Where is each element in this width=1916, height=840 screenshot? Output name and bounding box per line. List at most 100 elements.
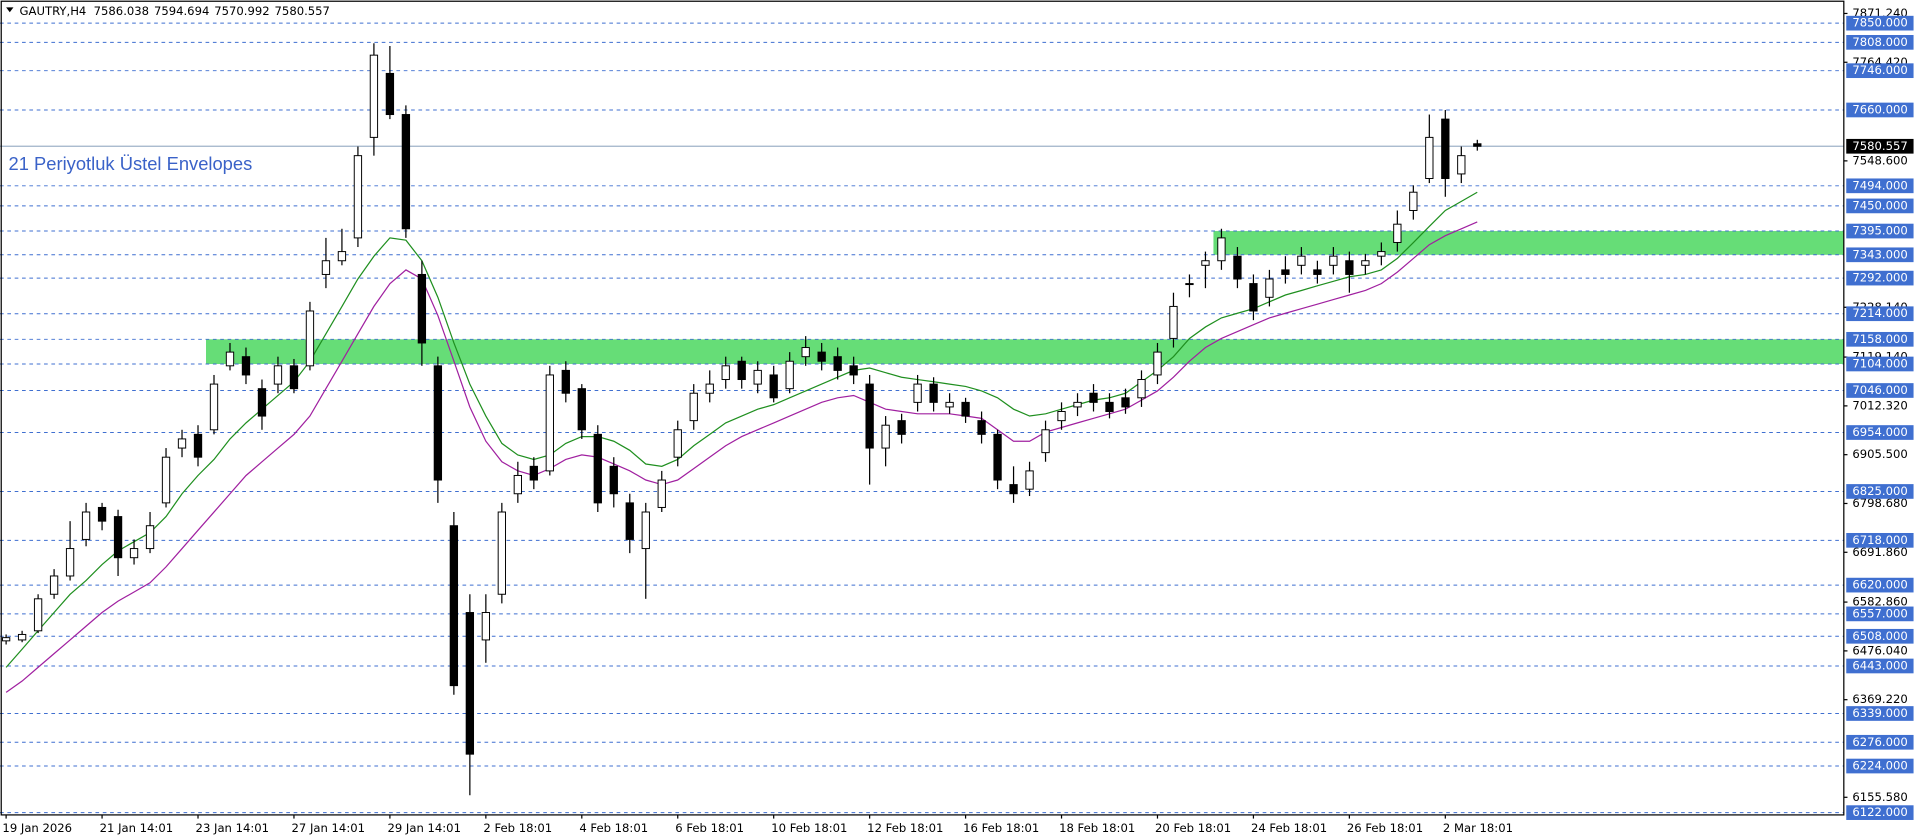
level-label-box — [1846, 805, 1914, 820]
candle-body — [705, 383, 714, 394]
x-tick-label: 21 Jan 14:01 — [100, 821, 174, 835]
candle-body — [1313, 269, 1322, 275]
price-axis: 19 Jan 2026 21 Jan 14:01 23 Jan 14:01 27 Ja… — [2, 6, 1914, 835]
x-tick-label: 6 Feb 18:01 — [675, 821, 744, 835]
level-label: 7395.000 — [1852, 224, 1907, 238]
candle-body — [1361, 260, 1370, 266]
x-tick-label: 2 Feb 18:01 — [483, 821, 552, 835]
level-label-box — [1846, 306, 1914, 322]
level-label: 6276.000 — [1852, 735, 1907, 749]
candle-body — [81, 511, 91, 540]
x-tick-label: 2 Mar 18:01 — [1443, 821, 1513, 835]
open-price: 7586.038 — [94, 4, 149, 18]
level-label: 6557.000 — [1852, 606, 1907, 620]
candle-body — [865, 383, 874, 449]
level-label-box — [1846, 223, 1914, 239]
level-label-box — [1846, 425, 1914, 440]
level-label: 6825.000 — [1852, 484, 1907, 498]
y-tick-label: 6155.580 — [1852, 790, 1907, 804]
candle-body — [145, 525, 155, 550]
level-label-box — [1846, 758, 1914, 774]
level-label-box — [1846, 628, 1914, 644]
candle-body — [801, 347, 810, 358]
level-label: 6339.000 — [1852, 706, 1907, 720]
candle-body — [817, 351, 826, 362]
level-label: 7660.000 — [1852, 102, 1907, 116]
level-label-box — [1846, 35, 1914, 50]
level-label: 7808.000 — [1852, 35, 1907, 49]
candle-body — [497, 511, 507, 595]
level-label: 7292.000 — [1852, 271, 1907, 285]
candle-body — [273, 365, 283, 385]
level-label-box — [1846, 577, 1914, 593]
candle-body — [785, 360, 794, 390]
candle-body — [17, 633, 27, 641]
candle-body — [721, 365, 730, 381]
zone — [1213, 231, 1844, 255]
candle-body — [1201, 260, 1210, 266]
candle-body — [33, 598, 43, 632]
candle-body — [369, 54, 379, 138]
candle-body — [1089, 392, 1098, 403]
x-tick-label: 27 Jan 14:01 — [292, 821, 366, 835]
x-tick-label: 20 Feb 18:01 — [1155, 821, 1231, 835]
candle-body — [433, 365, 443, 481]
zone — [206, 339, 1844, 364]
level-label: 7494.000 — [1852, 178, 1907, 192]
candle-body — [1393, 223, 1402, 243]
candle-body — [465, 612, 475, 755]
level-label: 7158.000 — [1852, 332, 1907, 346]
level-label-box — [1846, 63, 1914, 79]
y-tick-label: 7012.320 — [1852, 398, 1907, 412]
candle-body — [209, 383, 219, 431]
x-tick-label: 23 Jan 14:01 — [196, 821, 270, 835]
candle-body — [1297, 255, 1306, 266]
candle-body — [769, 374, 778, 399]
candle-body — [593, 433, 602, 504]
level-label-box — [1846, 532, 1914, 548]
level-label: 6224.000 — [1852, 759, 1907, 773]
candle-body — [561, 369, 570, 394]
y-tick-label: 7548.600 — [1852, 153, 1907, 167]
level-label-box — [1846, 15, 1914, 31]
candle-body — [481, 612, 491, 641]
y-tick-label: 6905.500 — [1852, 447, 1907, 461]
level-label-box — [1846, 484, 1914, 499]
x-tick-label: 24 Feb 18:01 — [1251, 821, 1327, 835]
candle-body — [241, 356, 251, 376]
level-label: 6620.000 — [1852, 578, 1907, 592]
candle-body — [1073, 401, 1082, 408]
candle-body — [337, 251, 347, 262]
candle-body — [1345, 260, 1354, 275]
candle-body — [177, 438, 187, 449]
candle-body — [1441, 118, 1450, 179]
annotation: 21 Periyotluk Üstel Envelopes — [9, 153, 253, 174]
price-label-box — [1846, 138, 1914, 154]
level-label: 6508.000 — [1852, 629, 1907, 643]
candle-body — [961, 401, 970, 417]
candle-body — [193, 433, 203, 458]
level-label-box — [1846, 356, 1914, 372]
candle-body — [1137, 379, 1146, 399]
candle-body — [305, 310, 315, 367]
candle-body — [1281, 269, 1290, 275]
candle-body — [401, 114, 411, 230]
x-tick-label: 16 Feb 18:01 — [963, 821, 1039, 835]
candle-body — [1457, 155, 1466, 175]
candle-body — [97, 506, 107, 522]
candle-body — [1, 637, 11, 642]
candle-body — [929, 383, 938, 403]
level-label: 7746.000 — [1852, 63, 1907, 77]
header: GAUTRY,H4 7586.038 7594.694 7570.992 7580.55… — [20, 4, 330, 18]
candle-body — [513, 474, 522, 495]
candle-body — [641, 511, 650, 550]
candle-body — [225, 351, 235, 367]
y-tick-label: 6582.860 — [1852, 595, 1907, 609]
level-label: 7450.000 — [1852, 198, 1907, 212]
level-label-box — [1846, 178, 1914, 194]
candle-body — [545, 374, 554, 472]
candle-body — [1105, 401, 1114, 412]
